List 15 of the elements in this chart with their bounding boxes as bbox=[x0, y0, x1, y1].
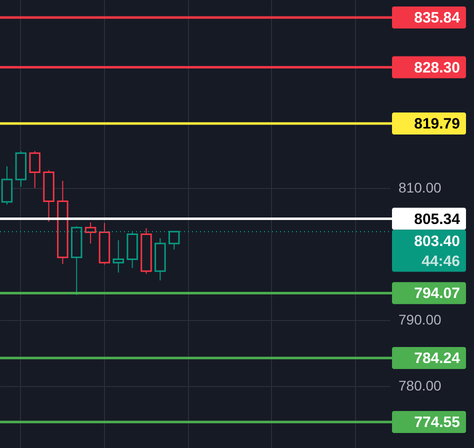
candlestick bbox=[84, 222, 96, 244]
y-tick-label: 790.00 bbox=[398, 312, 442, 328]
ref-line-label: 805.34 bbox=[414, 210, 461, 228]
text: 44:46 bbox=[422, 252, 460, 270]
candlestick bbox=[112, 240, 124, 273]
ref-line-label: 835.84 bbox=[414, 10, 461, 27]
ref-line-label: 819.79 bbox=[414, 115, 460, 132]
ref-line-label: 794.07 bbox=[414, 285, 460, 302]
y-tick-label: 810.00 bbox=[398, 180, 442, 196]
ref-line-label: 774.55 bbox=[414, 414, 460, 431]
ref-line-label: 803.40 bbox=[414, 232, 460, 250]
candlestick bbox=[29, 150, 40, 189]
ref-line-label: 828.30 bbox=[414, 59, 460, 76]
ref-line-label: 784.24 bbox=[414, 350, 461, 368]
y-tick-label: 780.00 bbox=[398, 377, 442, 394]
